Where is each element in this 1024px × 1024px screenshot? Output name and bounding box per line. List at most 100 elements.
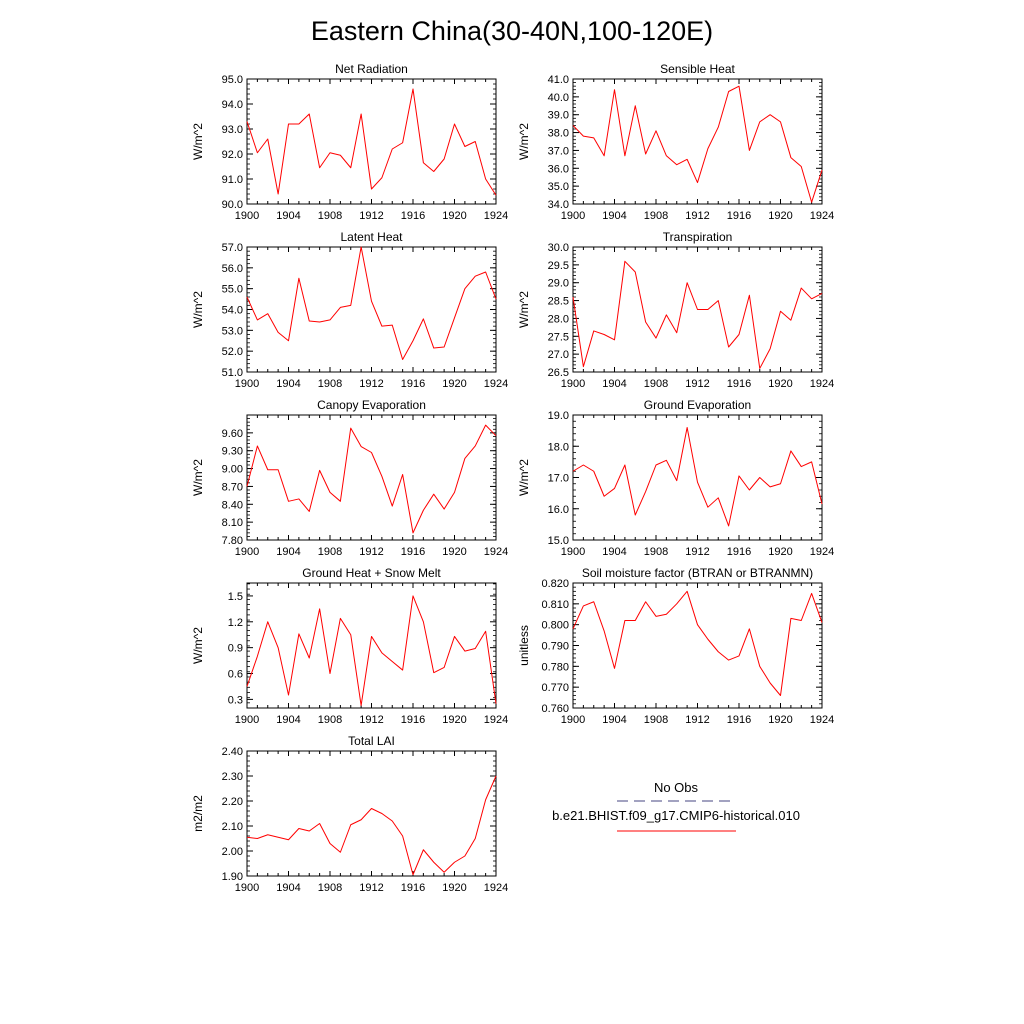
plot-frame xyxy=(246,78,497,205)
x-tick-label: 1912 xyxy=(359,210,383,222)
y-tick-label: 2.20 xyxy=(222,796,243,808)
series-line xyxy=(246,246,497,360)
y-axis-label: unitless xyxy=(517,625,531,666)
x-tick-label: 1900 xyxy=(561,210,585,222)
series-line xyxy=(246,424,497,534)
series-line xyxy=(572,590,823,696)
y-tick-label: 29.0 xyxy=(548,278,569,290)
x-tick-label: 1908 xyxy=(318,210,342,222)
plot-frame xyxy=(572,78,823,205)
x-tick-label: 1900 xyxy=(561,378,585,390)
y-tick-label: 8.10 xyxy=(222,517,243,529)
x-tick-label: 1904 xyxy=(276,210,300,222)
y-tick-label: 27.0 xyxy=(548,349,569,361)
y-tick-label: 54.0 xyxy=(222,305,243,317)
panel-7: Ground Heat + Snow Melt W/m^2 1900 1904 1908… xyxy=(191,566,508,726)
y-tick-label: 0.800 xyxy=(541,620,569,632)
x-tick-label: 1920 xyxy=(768,714,792,726)
x-tick-label: 1908 xyxy=(318,378,342,390)
y-tick-label: 1.90 xyxy=(222,871,243,883)
panel-3: Latent Heat W/m^2 1900 1904 1908 1912 1916 1920… xyxy=(191,230,508,390)
series-line xyxy=(572,85,823,203)
x-tick-label: 1904 xyxy=(602,546,626,558)
series-line xyxy=(246,595,497,706)
y-tick-label: 2.30 xyxy=(222,771,243,783)
y-axis-label: W/m^2 xyxy=(517,459,531,496)
panel-1: Net Radiation W/m^2 1900 1904 1908 1912 1916 19… xyxy=(191,62,508,222)
x-tick-label: 1920 xyxy=(442,882,466,894)
y-tick-label: 0.820 xyxy=(541,578,569,590)
x-tick-label: 1912 xyxy=(685,546,709,558)
x-tick-label: 1908 xyxy=(318,714,342,726)
y-tick-label: 0.6 xyxy=(228,669,243,681)
x-tick-label: 1916 xyxy=(401,882,425,894)
y-tick-label: 51.0 xyxy=(222,367,243,379)
x-tick-label: 1920 xyxy=(442,546,466,558)
figure-title: Eastern China(30-40N,100-120E) xyxy=(311,16,713,46)
y-tick-label: 1.5 xyxy=(228,591,243,603)
y-tick-label: 91.0 xyxy=(222,174,243,186)
y-tick-label: 39.0 xyxy=(548,110,569,122)
x-tick-label: 1912 xyxy=(685,714,709,726)
legend: No Obs b.e21.BHIST.f09_g17.CMIP6-histori… xyxy=(552,780,800,832)
y-tick-label: 8.70 xyxy=(222,481,243,493)
x-tick-label: 1924 xyxy=(484,546,508,558)
x-tick-label: 1924 xyxy=(484,882,508,894)
y-tick-label: 28.5 xyxy=(548,296,569,308)
x-tick-label: 1900 xyxy=(561,714,585,726)
y-tick-label: 34.0 xyxy=(548,199,569,211)
x-tick-label: 1916 xyxy=(401,546,425,558)
panel-9: Total LAI m2/m2 1900 1904 1908 1912 1916 1920 19… xyxy=(191,734,508,894)
x-tick-label: 1924 xyxy=(810,378,834,390)
y-tick-label: 35.0 xyxy=(548,181,569,193)
y-tick-label: 55.0 xyxy=(222,284,243,296)
x-tick-label: 1912 xyxy=(359,546,383,558)
plot-frame xyxy=(572,414,823,541)
y-tick-label: 56.0 xyxy=(222,263,243,275)
x-tick-label: 1912 xyxy=(359,882,383,894)
series-line xyxy=(246,88,497,196)
panel-5: Canopy Evaporation W/m^2 1900 1904 1908 1912 1… xyxy=(191,398,508,558)
y-tick-label: 53.0 xyxy=(222,325,243,337)
y-tick-label: 8.40 xyxy=(222,499,243,511)
y-axis-label: W/m^2 xyxy=(191,123,205,160)
y-tick-label: 9.60 xyxy=(222,428,243,440)
x-tick-label: 1916 xyxy=(401,714,425,726)
y-tick-label: 28.0 xyxy=(548,313,569,325)
x-tick-label: 1908 xyxy=(644,210,668,222)
y-tick-label: 1.2 xyxy=(228,617,243,629)
y-axis-label: W/m^2 xyxy=(191,459,205,496)
x-tick-label: 1920 xyxy=(768,546,792,558)
y-tick-label: 38.0 xyxy=(548,128,569,140)
panel-title: Transpiration xyxy=(663,230,733,244)
y-tick-label: 0.770 xyxy=(541,682,569,694)
x-tick-label: 1908 xyxy=(318,882,342,894)
x-tick-label: 1924 xyxy=(810,546,834,558)
x-tick-label: 1912 xyxy=(685,378,709,390)
y-tick-label: 18.0 xyxy=(548,441,569,453)
panel-title: Ground Evaporation xyxy=(644,398,751,412)
y-tick-label: 0.3 xyxy=(228,694,243,706)
x-tick-label: 1924 xyxy=(484,714,508,726)
y-tick-label: 7.80 xyxy=(222,535,243,547)
x-tick-label: 1900 xyxy=(235,714,259,726)
x-tick-label: 1924 xyxy=(810,210,834,222)
x-tick-label: 1904 xyxy=(276,546,300,558)
x-tick-label: 1908 xyxy=(644,378,668,390)
x-tick-label: 1904 xyxy=(602,210,626,222)
y-tick-label: 9.30 xyxy=(222,446,243,458)
y-tick-label: 27.5 xyxy=(548,331,569,343)
legend-model-label: b.e21.BHIST.f09_g17.CMIP6-historical.010 xyxy=(552,808,800,823)
x-tick-label: 1920 xyxy=(442,378,466,390)
y-tick-label: 2.10 xyxy=(222,821,243,833)
y-tick-label: 2.40 xyxy=(222,746,243,758)
y-tick-label: 37.0 xyxy=(548,145,569,157)
panels-layer: Net Radiation W/m^2 1900 1904 1908 1912 1916 19… xyxy=(191,62,834,894)
y-tick-label: 36.0 xyxy=(548,163,569,175)
x-tick-label: 1916 xyxy=(727,210,751,222)
plot-frame xyxy=(246,750,497,877)
x-tick-label: 1912 xyxy=(685,210,709,222)
x-tick-label: 1916 xyxy=(401,378,425,390)
x-tick-label: 1908 xyxy=(644,546,668,558)
x-tick-label: 1904 xyxy=(602,714,626,726)
